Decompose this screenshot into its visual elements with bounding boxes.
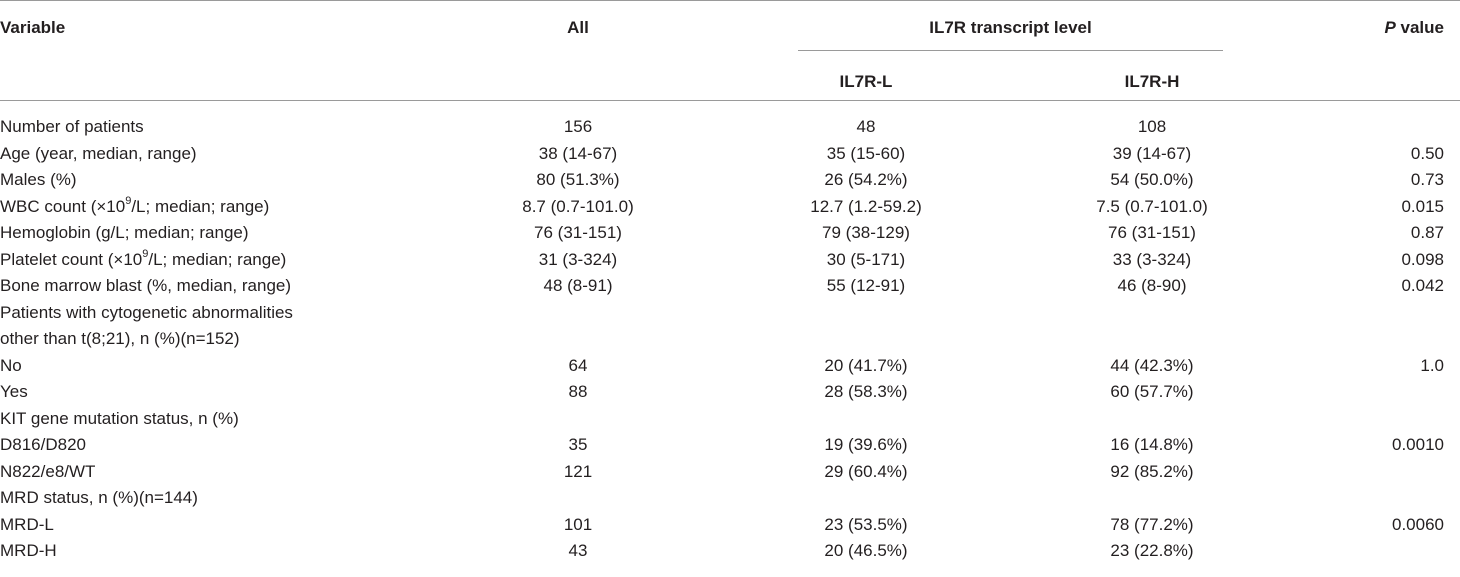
row-variable: Platelet count (×109/L; median; range) [0,248,286,272]
row-il7r-h: 76 (31-151) [1108,223,1196,242]
row-variable: Hemoglobin (g/L; median; range) [0,223,249,242]
row-p-value: 0.0060 [1392,515,1444,534]
header-p-value: P value [1340,16,1444,40]
row-variable: Number of patients [0,117,144,136]
row-il7r-h: 7.5 (0.7-101.0) [1096,197,1208,216]
row-variable: Patients with cytogenetic abnormalities [0,303,293,322]
row-il7r-l: 23 (53.5%) [824,515,908,534]
row-il7r-l: 55 (12-91) [826,276,906,295]
row-p-value: 0.015 [1401,197,1444,216]
row-all: 76 (31-151) [534,223,622,242]
superscript: 9 [142,248,149,261]
row-il7r-l: 29 (60.4%) [824,462,908,481]
row-all: 121 [563,462,593,481]
row-il7r-l: 20 (41.7%) [824,356,908,375]
row-il7r-h: 108 [1137,117,1167,136]
variable-text: WBC count (×10 [0,197,126,216]
row-all: 35 [568,435,588,454]
row-all: 64 [568,356,588,375]
row-variable: Age (year, median, range) [0,144,197,163]
row-variable: Males (%) [0,170,77,189]
row-all: 38 (14-67) [538,144,618,163]
row-il7r-l: 79 (38-129) [822,223,910,242]
row-il7r-l: 30 (5-171) [826,250,906,269]
row-variable: No [0,356,22,375]
row-il7r-h: 60 (57.7%) [1110,382,1194,401]
row-variable: D816/D820 [0,435,87,454]
row-p-value: 0.098 [1401,250,1444,269]
row-p-value: 0.87 [1410,223,1444,242]
row-variable: KIT gene mutation status, n (%) [0,409,239,428]
row-variable: MRD status, n (%)(n=144) [0,488,198,507]
variable-text: /L; median; range) [131,197,270,216]
header-high: IL7R-H [1124,72,1180,91]
row-variable: MRD-H [0,541,57,560]
row-variable: MRD-L [0,515,54,534]
row-all: 43 [568,541,588,560]
header-p-italic: P [1384,18,1396,37]
row-p-value: 0.50 [1410,144,1444,163]
header-group: IL7R transcript level [929,18,1092,37]
variable-text: /L; median; range) [148,250,287,269]
row-all: 31 (3-324) [538,250,618,269]
row-il7r-h: 46 (8-90) [1117,276,1187,295]
row-variable: WBC count (×109/L; median; range) [0,195,269,219]
row-il7r-h: 39 (14-67) [1112,144,1192,163]
row-il7r-h: 33 (3-324) [1112,250,1192,269]
row-il7r-l: 20 (46.5%) [824,541,908,560]
row-all: 8.7 (0.7-101.0) [522,197,634,216]
row-il7r-l: 19 (39.6%) [824,435,908,454]
variable-text: Platelet count (×10 [0,250,143,269]
row-p-value: 0.042 [1401,276,1444,295]
row-all: 156 [563,117,593,136]
top-rule [0,0,1460,1]
row-il7r-h: 78 (77.2%) [1110,515,1194,534]
row-all: 88 [568,382,588,401]
group-underline [798,50,1223,51]
row-il7r-h: 44 (42.3%) [1110,356,1194,375]
header-variable: Variable [0,18,66,37]
row-il7r-l: 48 [856,117,876,136]
row-p-value: 0.0010 [1392,435,1444,454]
row-il7r-h: 23 (22.8%) [1110,541,1194,560]
row-il7r-l: 28 (58.3%) [824,382,908,401]
row-all: 48 (8-91) [543,276,613,295]
row-il7r-h: 92 (85.2%) [1110,462,1194,481]
row-variable: Bone marrow blast (%, median, range) [0,276,292,295]
row-il7r-l: 35 (15-60) [826,144,906,163]
superscript: 9 [125,195,132,208]
row-all: 80 (51.3%) [536,170,620,189]
row-variable: N822/e8/WT [0,462,96,481]
header-all: All [567,18,589,37]
row-all: 101 [563,515,593,534]
row-p-value: 1.0 [1420,356,1444,375]
header-low: IL7R-L [839,72,893,91]
row-p-value: 0.73 [1410,170,1444,189]
row-variable: other than t(8;21), n (%)(n=152) [0,329,240,348]
row-il7r-l: 12.7 (1.2-59.2) [810,197,922,216]
header-bottom-rule [0,100,1460,101]
header-p-rest: value [1395,18,1444,37]
row-il7r-h: 16 (14.8%) [1110,435,1194,454]
row-il7r-h: 54 (50.0%) [1110,170,1194,189]
row-variable: Yes [0,382,28,401]
row-il7r-l: 26 (54.2%) [824,170,908,189]
